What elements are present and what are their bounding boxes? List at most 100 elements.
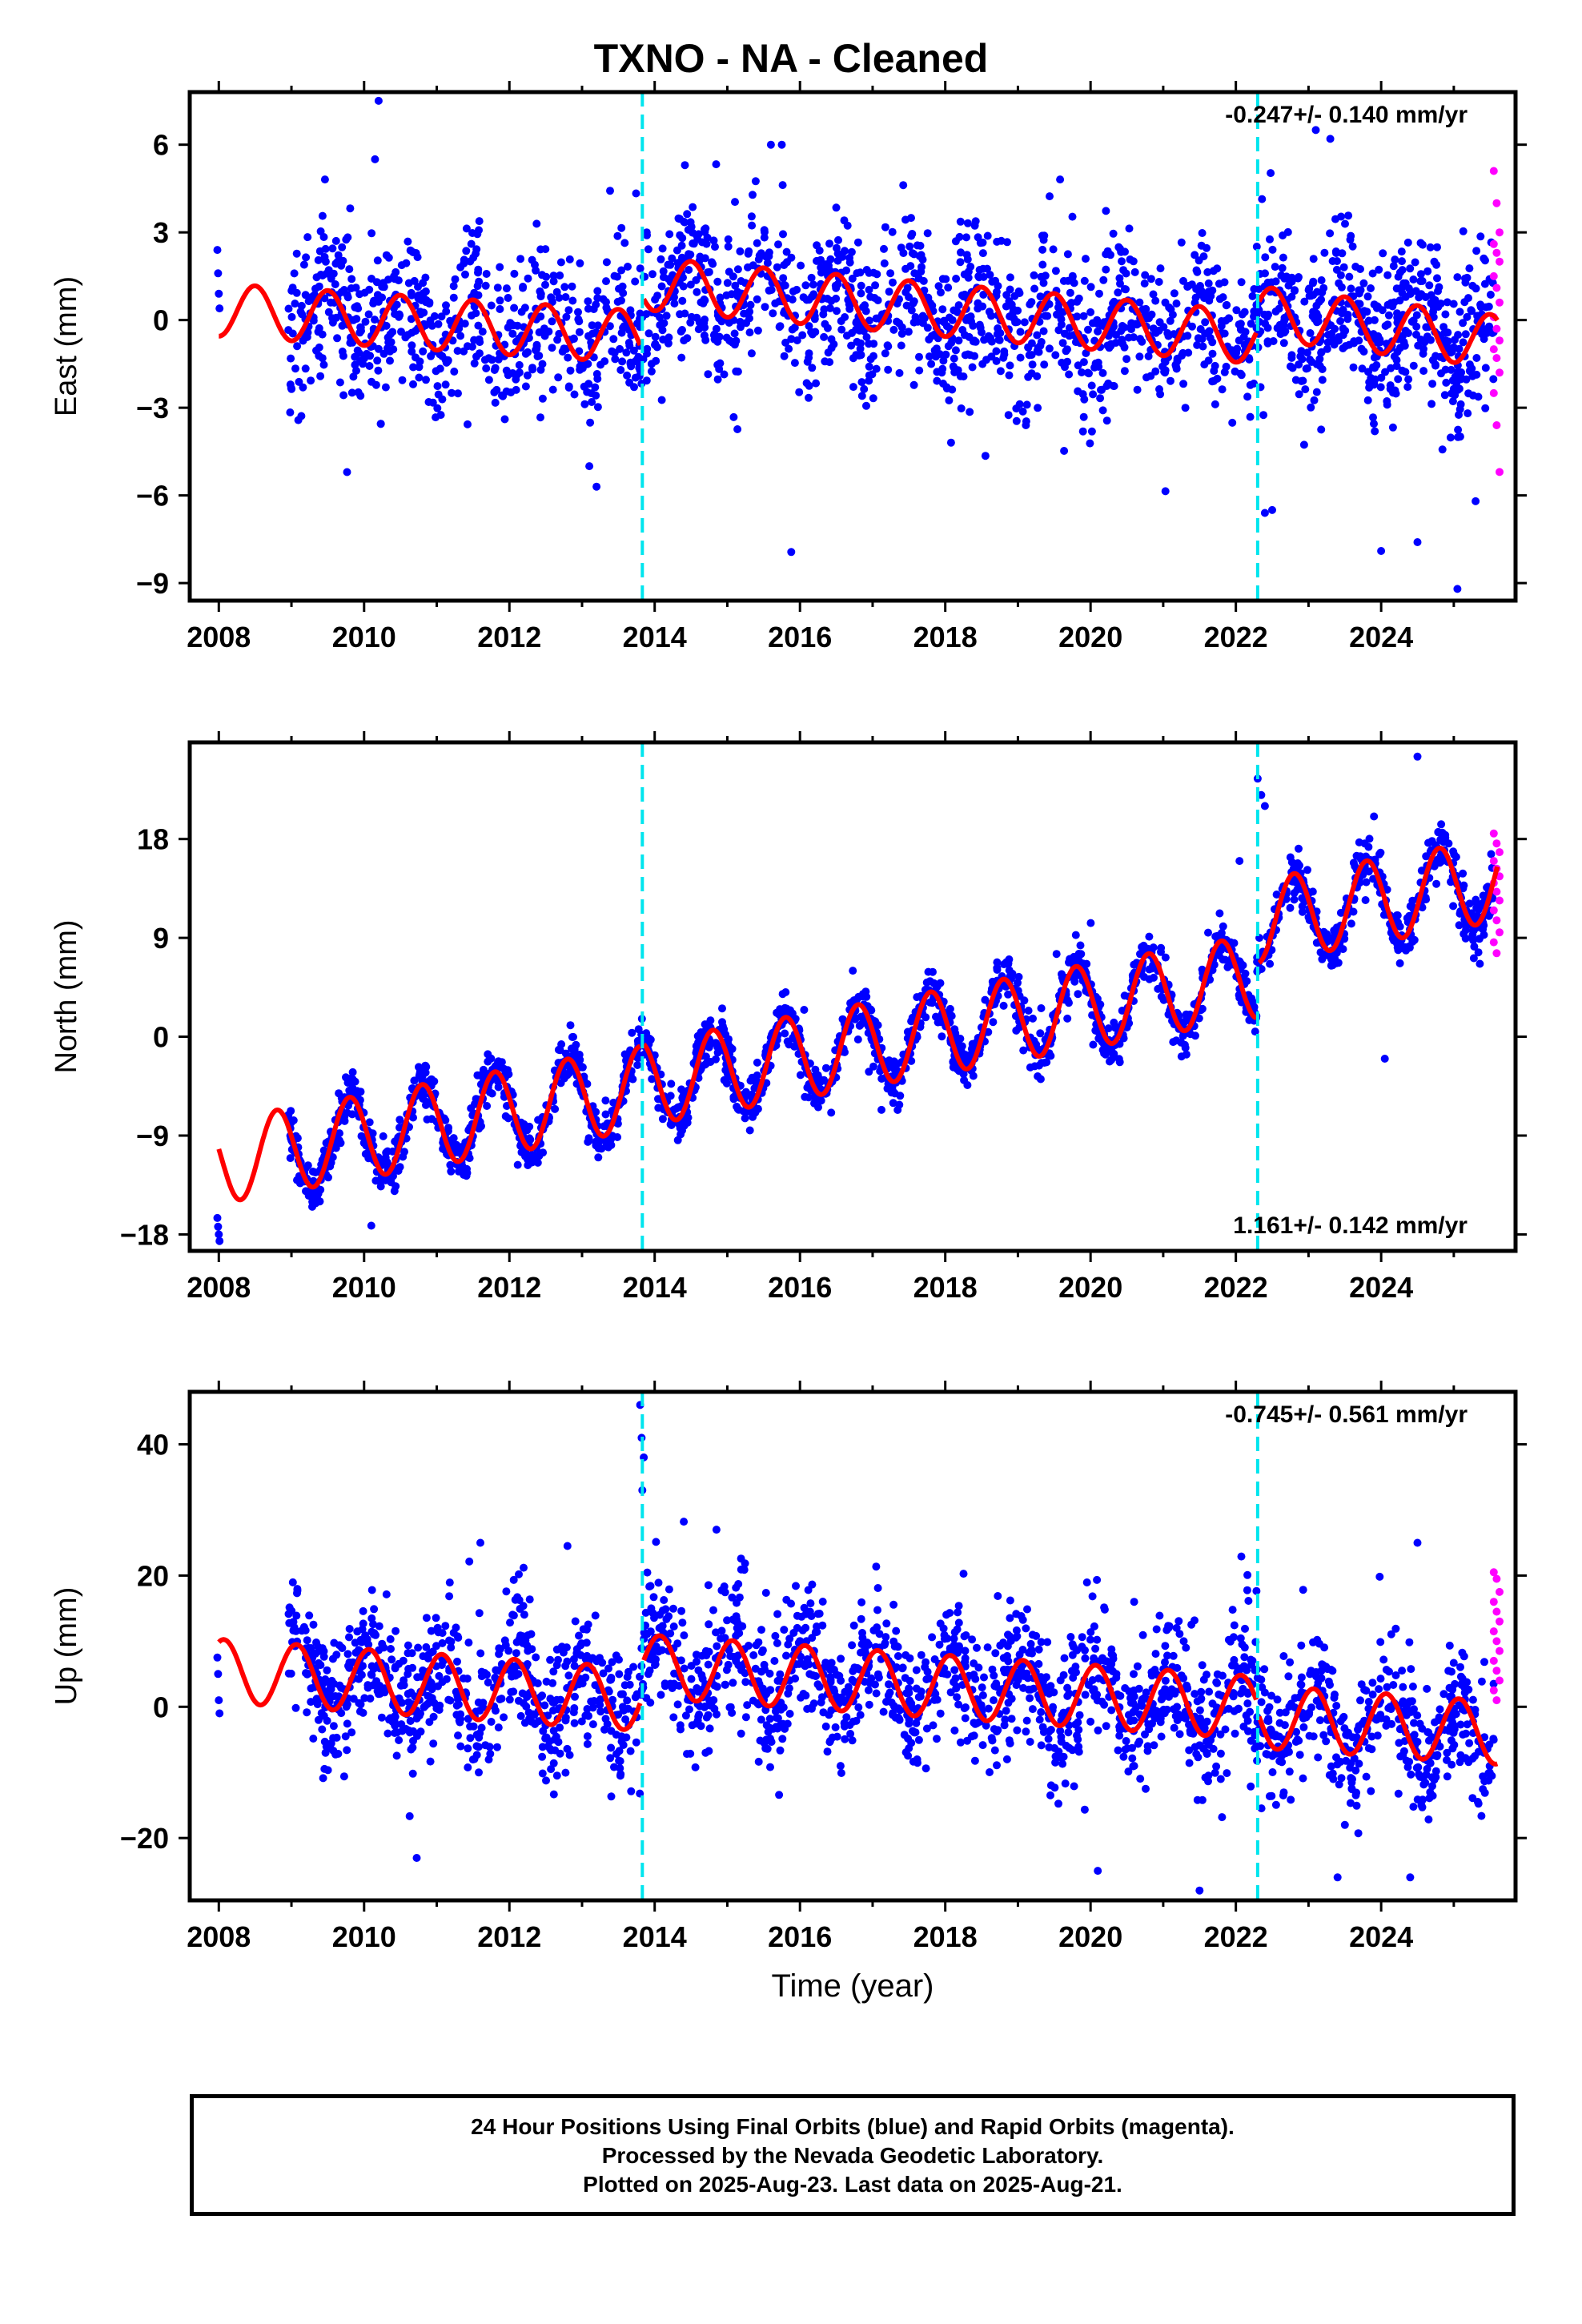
east-final-orbit-point — [1319, 283, 1328, 292]
up-final-orbit-point — [1150, 1741, 1158, 1750]
up-final-orbit-point — [1025, 1648, 1034, 1657]
east-final-orbit-point — [1177, 238, 1186, 247]
up-final-orbit-point — [729, 1679, 737, 1687]
east-final-orbit-point — [478, 328, 487, 336]
north-final-orbit-point — [1405, 943, 1414, 952]
east-final-orbit-point — [441, 380, 450, 389]
east-final-orbit-point — [733, 265, 742, 274]
east-final-orbit-point — [1309, 277, 1318, 286]
east-final-orbit-point — [986, 271, 994, 279]
north-final-orbit-point — [1474, 948, 1483, 957]
north-final-orbit-point — [348, 1068, 357, 1076]
east-final-orbit-point — [353, 346, 362, 355]
east-final-orbit-point — [1280, 274, 1289, 283]
north-final-orbit-point — [491, 1073, 500, 1082]
east-final-orbit-point — [1080, 276, 1089, 285]
east-final-orbit-point — [1020, 318, 1029, 327]
east-final-orbit-point — [631, 277, 640, 286]
east-final-orbit-point — [825, 266, 834, 275]
east-final-orbit-point — [860, 384, 869, 393]
east-final-orbit-point — [810, 315, 819, 324]
east-final-orbit-point — [1195, 256, 1203, 265]
north-final-orbit-point — [492, 1062, 500, 1071]
north-final-orbit-point — [775, 1011, 784, 1019]
north-rapid-orbit-point — [1489, 829, 1498, 838]
north-x-tick-label: 2016 — [768, 1271, 832, 1304]
east-final-orbit-point — [615, 284, 623, 293]
east-final-orbit-point — [1375, 265, 1383, 274]
east-final-orbit-point — [618, 357, 627, 366]
east-final-orbit-point — [1166, 316, 1174, 325]
up-final-orbit-point — [564, 1671, 573, 1680]
east-final-orbit-point — [680, 336, 689, 345]
up-final-orbit-point — [1081, 1691, 1090, 1699]
north-x-tick-label: 2008 — [187, 1271, 251, 1304]
north-final-orbit-point — [1405, 911, 1414, 920]
east-final-orbit-point — [448, 388, 456, 397]
east-final-orbit-point — [918, 312, 927, 320]
east-final-orbit-point — [723, 279, 732, 287]
east-final-orbit-point — [956, 372, 965, 380]
east-final-orbit-point — [1129, 333, 1138, 342]
east-rapid-orbit-point — [1496, 336, 1504, 345]
north-final-orbit-point — [1058, 970, 1066, 979]
north-final-orbit-point — [1286, 903, 1295, 912]
east-final-orbit-point — [880, 259, 889, 267]
north-final-orbit-point — [1329, 959, 1338, 968]
up-final-orbit-point — [900, 1731, 909, 1739]
east-final-orbit-point — [1271, 263, 1279, 271]
east-final-orbit-point — [1313, 287, 1322, 296]
north-final-orbit-point — [1449, 902, 1458, 911]
east-final-orbit-point — [1440, 391, 1449, 400]
east-final-orbit-point — [467, 239, 476, 248]
east-final-orbit-point — [345, 265, 354, 274]
up-final-orbit-point — [588, 1720, 597, 1729]
east-rapid-orbit-point — [1492, 421, 1501, 429]
east-final-orbit-point — [1401, 292, 1410, 301]
up-final-orbit-point — [1319, 1731, 1328, 1739]
north-final-orbit-point — [533, 1158, 542, 1167]
east-final-orbit-point — [562, 312, 571, 321]
east-final-orbit-point — [1112, 331, 1120, 340]
east-final-orbit-point — [748, 221, 757, 230]
east-final-orbit-point — [983, 264, 991, 273]
north-final-orbit-point — [1004, 960, 1013, 968]
east-final-orbit-point — [1396, 344, 1404, 352]
north-final-orbit-point — [1241, 969, 1250, 978]
east-final-orbit-point — [523, 371, 532, 380]
north-final-orbit-point — [444, 1124, 453, 1132]
east-final-orbit-point — [790, 359, 799, 368]
east-final-orbit-point — [1074, 361, 1082, 370]
north-rapid-orbit-points — [1489, 829, 1504, 958]
east-final-orbit-point — [1199, 342, 1207, 351]
north-final-orbit-point — [601, 1110, 610, 1119]
east-final-orbit-point — [436, 411, 445, 420]
east-final-orbit-point — [556, 271, 564, 279]
up-final-orbit-point — [596, 1707, 605, 1716]
east-final-orbit-point — [494, 355, 503, 364]
east-final-orbit-point — [1022, 400, 1031, 409]
up-final-orbit-point — [950, 1726, 959, 1735]
east-final-orbit-point — [473, 230, 482, 239]
east-final-orbit-point — [677, 353, 686, 362]
east-final-orbit-point — [415, 373, 424, 382]
north-final-orbit-point — [1371, 855, 1379, 864]
east-final-orbit-point — [636, 264, 644, 273]
east-final-orbit-point — [665, 230, 674, 239]
east-final-orbit-point — [1109, 229, 1118, 238]
east-model-fit-line — [217, 283, 643, 362]
east-final-orbit-point — [1301, 385, 1310, 394]
north-rapid-orbit-point — [1492, 839, 1501, 848]
east-final-orbit-point — [622, 348, 631, 357]
east-final-orbit-point — [319, 360, 328, 369]
east-final-orbit-point — [404, 237, 412, 246]
east-final-orbit-point — [1406, 264, 1415, 273]
east-final-orbit-point — [1040, 231, 1049, 240]
east-final-orbit-point — [1266, 235, 1274, 243]
east-final-orbit-point — [389, 345, 398, 354]
east-final-orbit-point — [328, 314, 336, 323]
east-final-orbit-point — [610, 348, 619, 357]
east-final-orbit-point — [652, 356, 661, 365]
north-final-orbit-point — [1157, 992, 1166, 1001]
east-final-orbit-point — [683, 210, 692, 219]
